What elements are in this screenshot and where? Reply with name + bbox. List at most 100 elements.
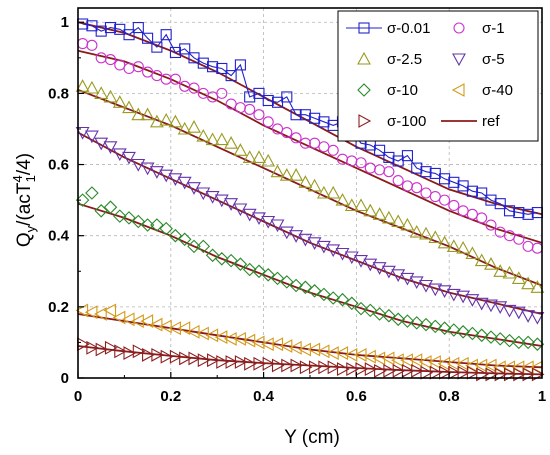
data-point <box>234 102 246 114</box>
data-point <box>353 347 367 362</box>
data-point <box>316 185 331 199</box>
data-point <box>244 91 256 103</box>
data-point <box>290 109 302 121</box>
data-point <box>439 173 451 185</box>
data-point <box>280 275 294 289</box>
data-point <box>244 356 257 371</box>
data-point <box>94 307 107 321</box>
data-point <box>530 311 545 325</box>
data-point <box>381 210 396 224</box>
data-point <box>363 203 378 217</box>
data-point <box>207 353 220 368</box>
data-point <box>215 252 229 266</box>
data-point <box>309 360 322 375</box>
data-point <box>262 356 276 371</box>
data-point <box>429 365 443 380</box>
data-point <box>503 230 516 242</box>
data-point <box>420 187 432 199</box>
data-point <box>216 87 228 99</box>
y-axis-title-sup: 4 <box>10 175 25 182</box>
y-axis-title-sub2: 1 <box>23 175 38 182</box>
data-point <box>448 176 460 188</box>
data-point <box>400 314 415 328</box>
data-point <box>123 29 135 41</box>
legend-entry: σ-2.5 <box>357 51 422 68</box>
data-series <box>75 18 545 382</box>
data-point <box>437 356 451 371</box>
data-point <box>140 107 155 121</box>
data-point <box>364 162 376 174</box>
data-point <box>298 175 313 188</box>
data-point <box>196 187 211 201</box>
data-point <box>420 166 432 178</box>
data-point <box>123 62 135 75</box>
data-point <box>252 212 266 226</box>
data-point <box>466 365 480 380</box>
x-tick-label: 0.6 <box>346 388 367 405</box>
data-point <box>307 342 321 357</box>
data-point <box>372 207 387 220</box>
data-point <box>502 333 517 348</box>
y-axis-title-mid: /(acT <box>14 182 35 226</box>
data-point <box>84 130 99 144</box>
series-4 <box>75 186 545 351</box>
data-point <box>318 116 330 128</box>
data-point <box>114 344 127 359</box>
data-point <box>335 247 350 261</box>
data-point <box>196 326 209 341</box>
data-point <box>86 340 100 355</box>
data-point <box>197 353 211 368</box>
data-point <box>437 321 452 335</box>
data-point <box>169 349 183 364</box>
data-point <box>465 326 480 341</box>
data-point <box>253 109 265 121</box>
data-point <box>179 351 192 366</box>
data-point <box>188 82 200 94</box>
data-point <box>281 91 293 103</box>
data-point <box>420 365 434 380</box>
data-point <box>391 214 406 228</box>
data-point <box>439 194 451 206</box>
data-point <box>511 271 526 284</box>
data-point <box>344 198 359 212</box>
data-point <box>122 211 136 225</box>
data-point <box>197 87 209 99</box>
data-point <box>225 98 237 110</box>
legend-entry: ref <box>441 113 500 130</box>
data-point <box>372 307 387 321</box>
data-point <box>299 109 311 121</box>
data-point <box>512 335 526 350</box>
ref-curve <box>77 131 543 315</box>
data-point <box>168 173 183 186</box>
data-point <box>187 239 201 254</box>
legend-label: ref <box>482 113 500 130</box>
data-point <box>411 162 423 174</box>
data-point <box>326 346 339 361</box>
data-point <box>261 153 276 167</box>
data-point <box>411 363 424 378</box>
data-point <box>372 351 386 366</box>
data-point <box>179 43 191 55</box>
data-point <box>113 209 127 223</box>
data-point <box>484 299 498 313</box>
data-point <box>400 353 413 368</box>
data-point <box>114 59 126 71</box>
data-point <box>383 363 397 378</box>
x-tick-label: 0.2 <box>160 388 181 405</box>
data-point <box>289 278 303 293</box>
data-point <box>186 324 200 339</box>
data-point <box>456 325 470 339</box>
legend-entry: σ-5 <box>452 51 505 68</box>
data-point <box>103 303 117 318</box>
data-point <box>298 233 313 247</box>
data-point <box>160 73 172 85</box>
data-point <box>104 54 117 66</box>
data-point <box>511 306 526 320</box>
data-point <box>289 230 304 243</box>
legend-label: σ-0.01 <box>387 20 430 37</box>
data-point <box>522 240 534 252</box>
data-point <box>374 144 386 156</box>
data-point <box>502 265 517 279</box>
data-point <box>123 346 137 361</box>
data-point <box>253 356 267 371</box>
